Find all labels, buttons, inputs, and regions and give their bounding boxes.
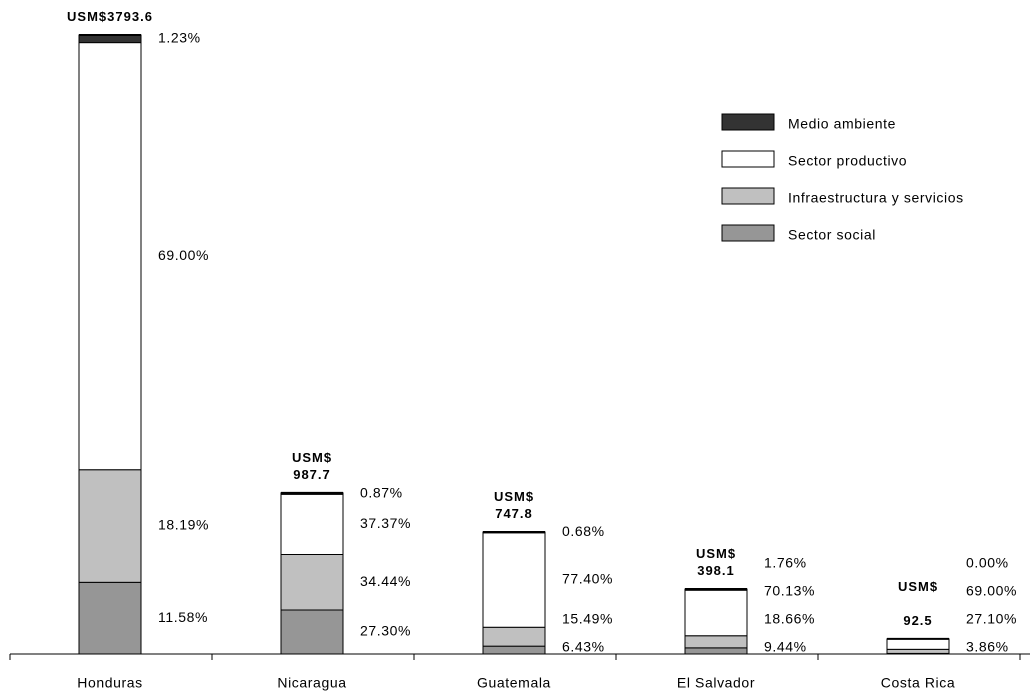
legend-label: Sector productivo xyxy=(788,153,907,169)
bar-segment xyxy=(684,647,748,655)
value-label: 11.58% xyxy=(158,609,208,625)
legend-label: Sector social xyxy=(788,227,876,243)
value-label: 34.44% xyxy=(360,573,411,589)
legend-label: Medio ambiente xyxy=(788,116,896,132)
x-tick-label: Honduras xyxy=(77,675,143,691)
x-tick-label: Nicaragua xyxy=(277,675,346,691)
x-tick-label: El Salvador xyxy=(677,675,755,691)
value-label: 18.19% xyxy=(158,517,209,533)
total-label: USM$3793.6 xyxy=(67,9,153,24)
value-label: 1.23% xyxy=(158,30,201,46)
value-label: 37.37% xyxy=(360,515,411,531)
bar-segment xyxy=(280,609,344,655)
legend-swatch xyxy=(721,150,775,168)
legend-swatch xyxy=(721,113,775,131)
bar-segment xyxy=(482,645,546,655)
value-label: 9.44% xyxy=(764,639,807,655)
bar-segment xyxy=(684,635,748,649)
bar-segment xyxy=(78,469,142,583)
bar-segment xyxy=(78,34,142,44)
x-tick-label: Guatemala xyxy=(477,675,551,691)
value-label: 70.13% xyxy=(764,583,815,599)
legend-swatch xyxy=(721,224,775,242)
bar-segment xyxy=(886,648,950,654)
value-label: 27.10% xyxy=(966,611,1017,627)
bar-segment xyxy=(78,42,142,471)
value-label: 6.43% xyxy=(562,639,605,655)
value-label: 3.86% xyxy=(966,639,1009,655)
bar-segment xyxy=(482,626,546,647)
value-label: 69.00% xyxy=(158,247,209,263)
total-label: USM$ 92.5 xyxy=(897,578,939,628)
value-label: 27.30% xyxy=(360,623,411,639)
total-label: USM$ 987.7 xyxy=(291,449,333,482)
legend-swatch xyxy=(721,187,775,205)
value-label: 18.66% xyxy=(764,611,815,627)
bar-segment xyxy=(280,553,344,611)
bar-segment xyxy=(886,638,950,650)
total-label: USM$ 398.1 xyxy=(695,546,737,579)
bar-segment xyxy=(280,493,344,555)
total-label: USM$ 747.8 xyxy=(493,488,535,521)
value-label: 69.00% xyxy=(966,583,1017,599)
bar-segment xyxy=(482,532,546,628)
value-label: 1.76% xyxy=(764,555,807,571)
value-label: 0.87% xyxy=(360,484,403,500)
x-tick-label: Costa Rica xyxy=(881,675,955,691)
value-label: 77.40% xyxy=(562,571,613,587)
value-label: 0.68% xyxy=(562,523,605,539)
bar-segment xyxy=(684,589,748,637)
value-label: 0.00% xyxy=(966,555,1009,571)
legend-label: Infraestructura y servicios xyxy=(788,190,964,206)
value-label: 15.49% xyxy=(562,611,613,627)
bar-segment xyxy=(78,581,142,655)
